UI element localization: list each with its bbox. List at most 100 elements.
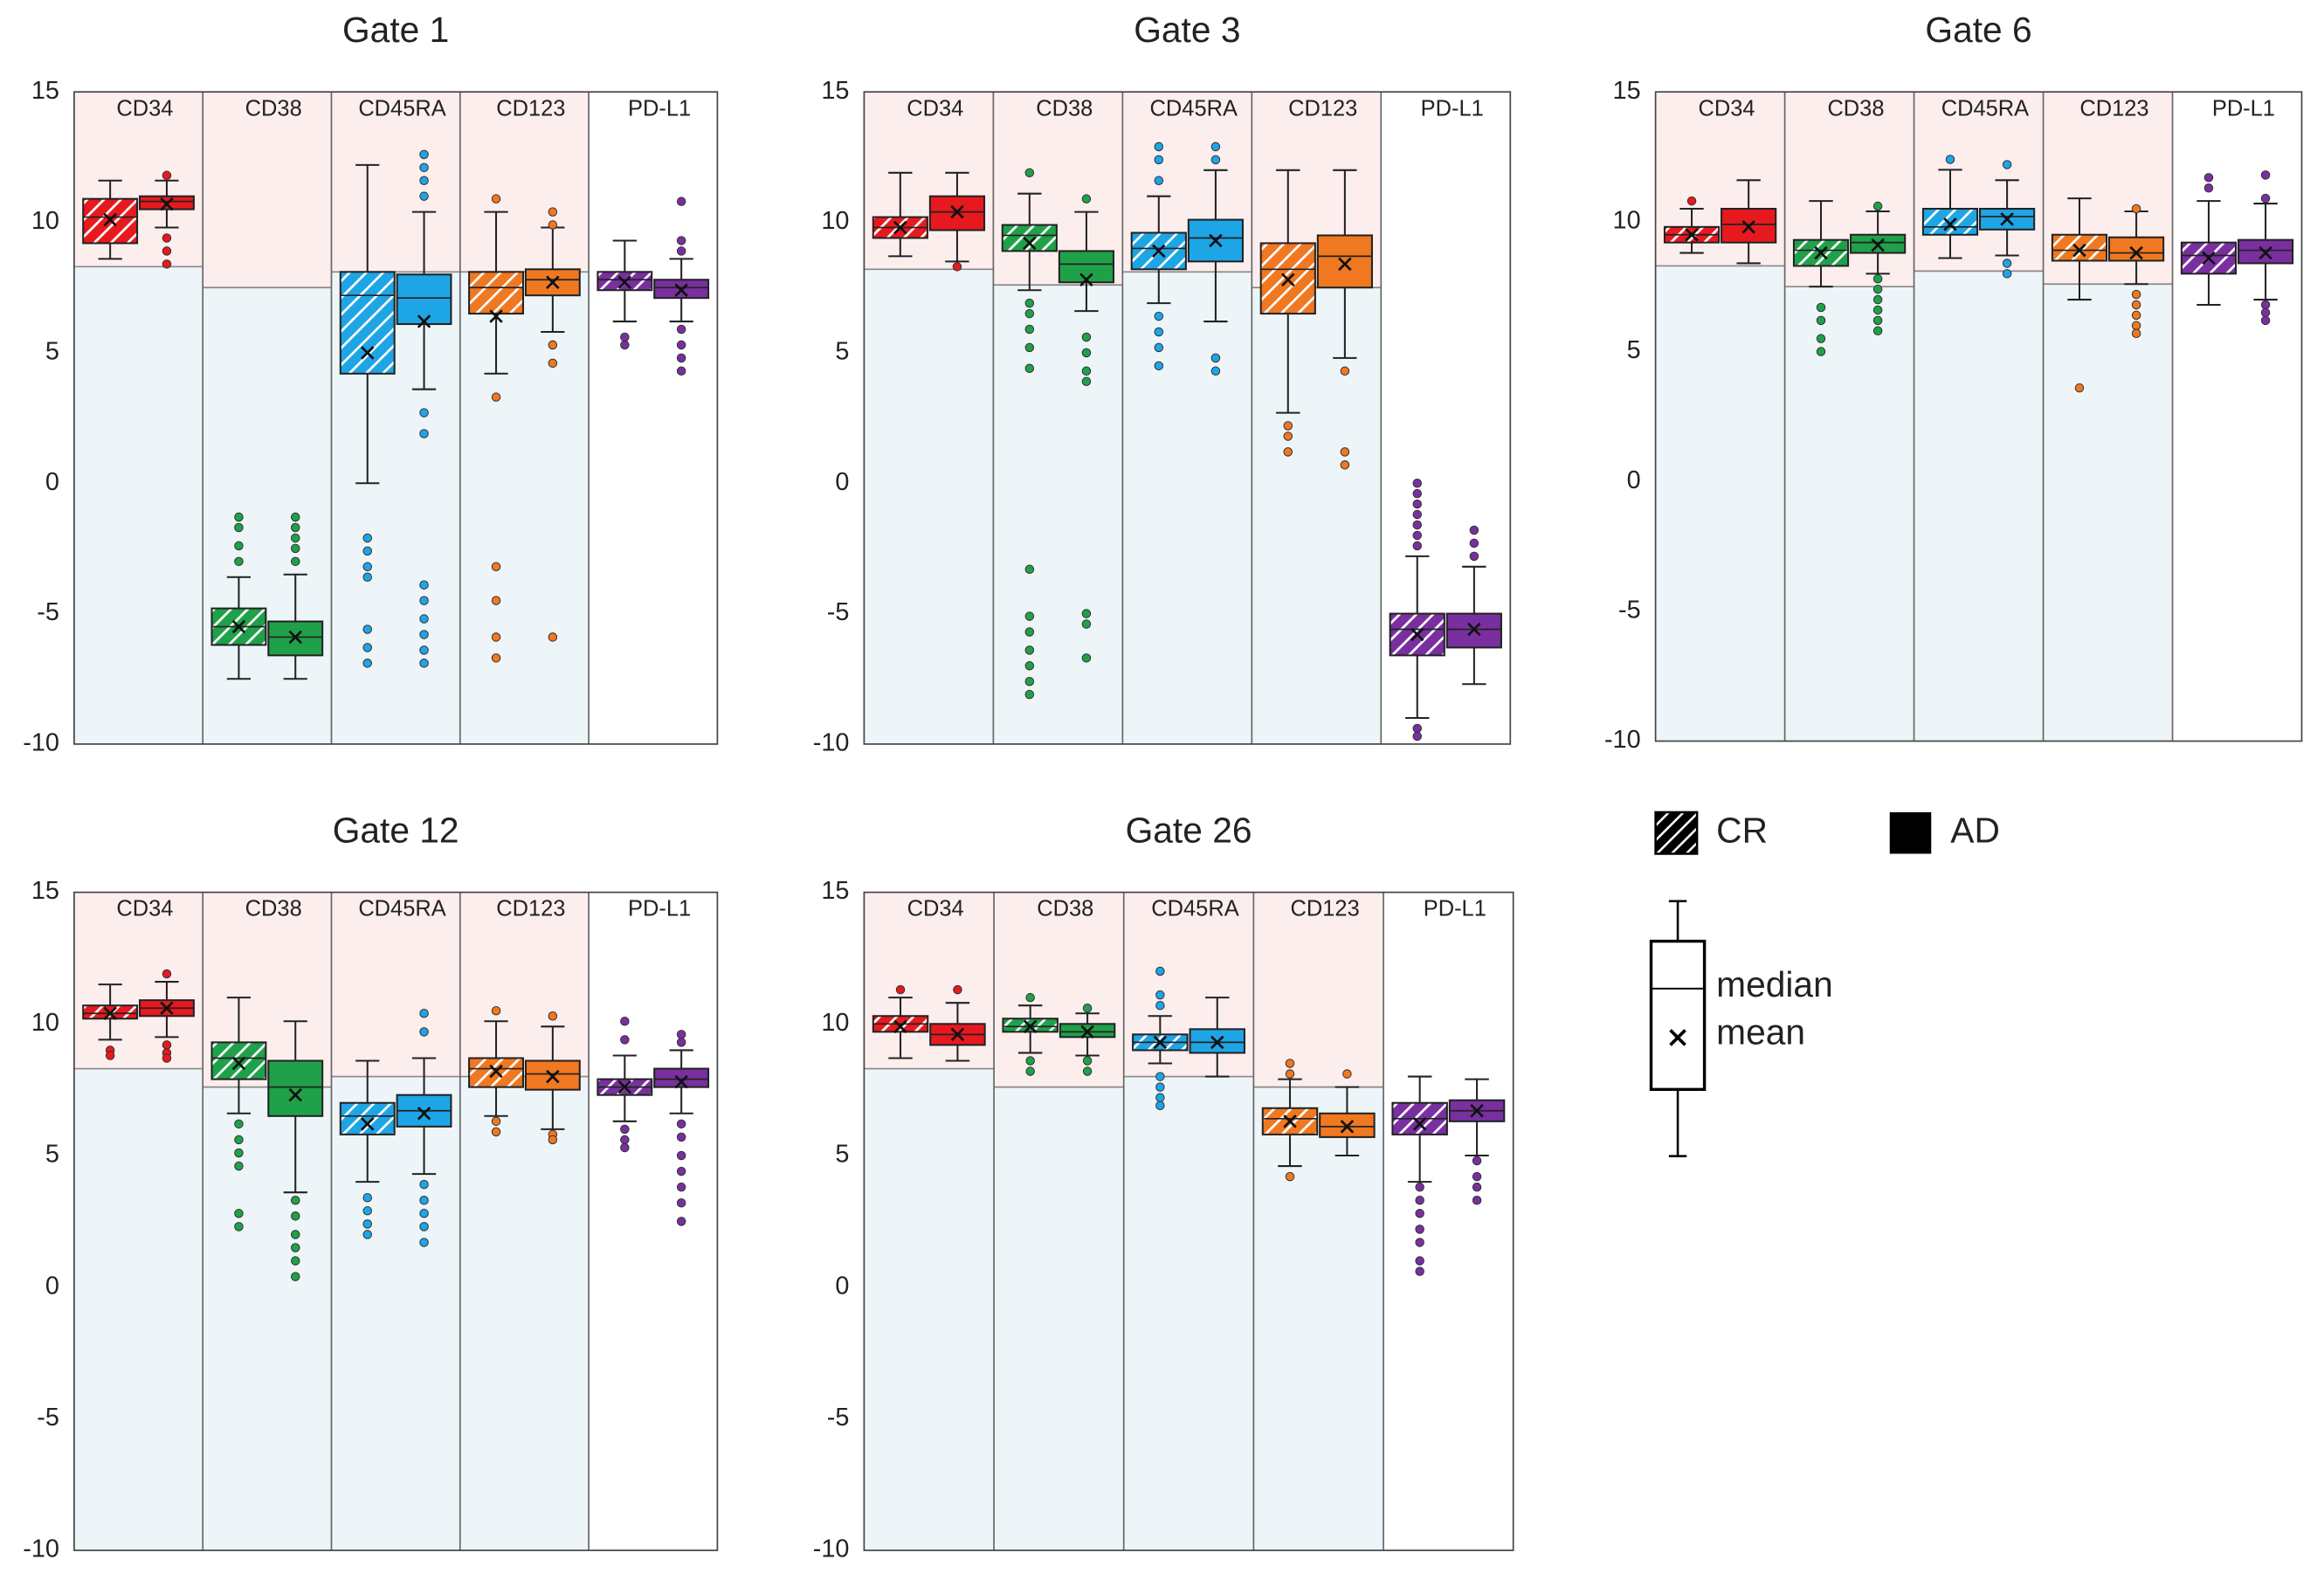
outlier: [1340, 447, 1350, 457]
outlier: [491, 1005, 501, 1016]
outlier: [1415, 1266, 1424, 1276]
legend-label: median: [1716, 964, 1833, 1004]
mean: [617, 275, 632, 289]
mean: [1814, 245, 1828, 260]
mean: [489, 309, 503, 323]
outlier: [419, 580, 429, 590]
outlier: [419, 429, 429, 438]
outlier: [620, 1135, 630, 1145]
outlier: [1816, 347, 1826, 356]
outlier: [1024, 689, 1035, 700]
mean: [1685, 227, 1699, 242]
y-tick-label: -5: [827, 598, 850, 626]
outlier: [1025, 1056, 1035, 1066]
outlier: [1816, 302, 1826, 313]
threshold-above: [331, 892, 460, 1077]
threshold-above: [1914, 92, 2044, 272]
box: [2051, 233, 2108, 262]
y-tick-label: 10: [31, 207, 59, 235]
outlier: [362, 1192, 372, 1203]
outlier: [1081, 348, 1092, 358]
category-label: CD38: [1037, 897, 1093, 921]
outlier: [162, 1040, 172, 1050]
outlier: [620, 332, 630, 342]
outlier: [676, 1132, 686, 1142]
y-tick-label: -10: [813, 729, 850, 757]
mean: [1340, 1120, 1355, 1134]
y-tick-label: 15: [31, 77, 59, 105]
outlier: [620, 1035, 630, 1045]
mean: [893, 220, 907, 235]
outlier: [491, 596, 501, 605]
mean: [360, 346, 375, 360]
outlier: [234, 541, 244, 551]
threshold-above: [459, 92, 590, 273]
mean: [546, 1069, 560, 1084]
box: [210, 1041, 267, 1080]
outlier: [362, 1206, 372, 1216]
outlier: [1285, 1059, 1295, 1068]
outlier: [419, 162, 429, 173]
mean: [1152, 244, 1166, 259]
outlier: [362, 533, 372, 543]
outlier: [290, 1211, 300, 1221]
outlier: [1210, 141, 1221, 152]
outlier: [676, 366, 686, 376]
outlier: [1415, 1225, 1424, 1234]
threshold-below: [1914, 271, 2044, 742]
outlier: [419, 645, 429, 655]
outlier: [1154, 176, 1164, 186]
mean: [1338, 257, 1352, 272]
y-tick-label: -5: [827, 1404, 850, 1432]
outlier: [548, 207, 558, 217]
box: [1319, 1112, 1376, 1138]
y-tick-label: 5: [45, 1141, 59, 1169]
box: [2180, 241, 2238, 275]
outlier: [290, 1195, 300, 1205]
category-label: PD-L1: [628, 897, 691, 921]
outlier: [1155, 1072, 1165, 1081]
threshold-below: [994, 1087, 1124, 1551]
outlier: [362, 1219, 372, 1229]
outlier: [162, 259, 172, 269]
outlier: [1285, 1171, 1295, 1182]
outlier: [676, 1217, 686, 1226]
outlier: [419, 614, 429, 624]
mean: [950, 1027, 965, 1042]
threshold-above: [1253, 892, 1384, 1087]
outlier: [1155, 1101, 1165, 1110]
threshold-below: [2043, 284, 2173, 742]
mean: [1023, 236, 1037, 251]
threshold-above: [203, 92, 332, 288]
outlier: [1412, 530, 1423, 541]
mean: [674, 283, 688, 297]
outlier: [1283, 421, 1293, 431]
category-label: CD123: [1291, 897, 1360, 921]
outlier: [1412, 541, 1423, 551]
outlier: [1472, 1182, 1482, 1192]
outlier: [1872, 284, 1883, 294]
outlier: [1155, 1093, 1165, 1102]
mean: [893, 1019, 907, 1034]
outlier: [1469, 551, 1479, 562]
outlier: [1210, 155, 1221, 165]
outlier: [2002, 259, 2012, 268]
outlier: [1154, 342, 1164, 353]
threshold-below: [203, 287, 332, 744]
outlier: [234, 1135, 244, 1145]
outlier: [1472, 1156, 1482, 1166]
outlier: [1081, 653, 1092, 663]
threshold-below: [73, 1068, 203, 1551]
outlier: [1415, 1238, 1424, 1247]
outlier: [162, 233, 172, 243]
outlier: [290, 533, 300, 543]
plot-frame: [863, 891, 1514, 1551]
chart-title: Gate 3: [1134, 10, 1240, 50]
outlier: [676, 1182, 686, 1192]
threshold-below: [864, 269, 994, 744]
threshold-above: [331, 92, 460, 273]
category-label: PD-L1: [628, 96, 691, 121]
mean: [1741, 220, 1755, 234]
mean: [2202, 251, 2216, 266]
outlier: [419, 596, 429, 605]
